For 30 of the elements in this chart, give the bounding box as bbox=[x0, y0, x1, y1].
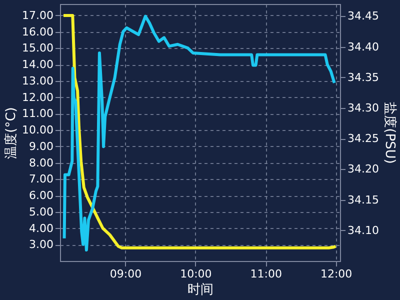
y2-tick-label: 34.20 bbox=[348, 162, 379, 176]
y-tick-label: 16.00 bbox=[22, 25, 54, 38]
y-tick-label: 8.00 bbox=[29, 156, 54, 170]
y-tick-label: 14.00 bbox=[22, 58, 54, 72]
x-tick-label: 12:00 bbox=[320, 268, 352, 280]
y-tick-label: 15.00 bbox=[22, 42, 54, 55]
y2-tick-label: 34.45 bbox=[348, 10, 379, 23]
y-tick-label: 7.00 bbox=[29, 172, 54, 186]
y-tick-label: 5.00 bbox=[29, 205, 54, 218]
y-tick-label: 10.00 bbox=[22, 124, 54, 137]
y-tick-label: 11.00 bbox=[22, 107, 54, 120]
y-axis-title: 温度(°C) bbox=[3, 107, 20, 159]
y2-axis-title: 盐度(PSU) bbox=[382, 102, 398, 164]
y-tick-label: 17.00 bbox=[22, 8, 54, 22]
y2-tick-label: 34.35 bbox=[348, 70, 379, 84]
x-axis-title: 时间 bbox=[188, 282, 214, 298]
x-tick-label: 10:00 bbox=[180, 268, 212, 280]
y2-tick-label: 34.10 bbox=[348, 224, 379, 237]
y-tick-label: 4.00 bbox=[29, 222, 54, 235]
y-tick-label: 12.00 bbox=[22, 90, 54, 104]
y-tick-label: 13.00 bbox=[22, 74, 54, 88]
y2-tick-label: 34.15 bbox=[348, 193, 379, 206]
x-tick-label: 11:00 bbox=[250, 268, 282, 280]
y-tick-label: 9.00 bbox=[29, 140, 54, 153]
y-tick-label: 6.00 bbox=[29, 189, 54, 202]
y-tick-label: 3.00 bbox=[29, 238, 54, 252]
x-tick-label: 09:00 bbox=[110, 268, 142, 280]
y2-tick-label: 34.30 bbox=[348, 102, 379, 115]
y2-tick-label: 34.40 bbox=[348, 40, 379, 54]
y2-tick-label: 34.25 bbox=[348, 132, 379, 146]
